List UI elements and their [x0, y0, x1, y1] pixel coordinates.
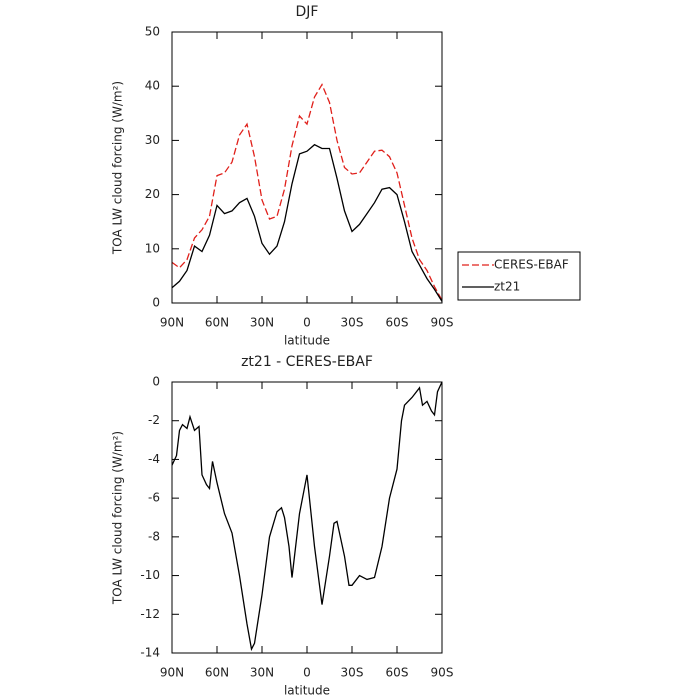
legend-label: zt21: [494, 280, 520, 294]
y-tick-label: -10: [140, 568, 160, 582]
x-tick-label: 30N: [250, 316, 274, 330]
y-axis-label: TOA LW cloud forcing (W/m²): [111, 81, 125, 255]
x-axis-label: latitude: [284, 684, 330, 698]
y-tick-label: 20: [145, 187, 160, 201]
y-tick-label: -8: [148, 529, 160, 543]
y-tick-label: -6: [148, 491, 160, 505]
x-tick-label: 90S: [431, 316, 454, 330]
plot-frame: [171, 381, 443, 654]
x-tick-label: 90N: [160, 666, 184, 680]
x-tick-label: 30S: [341, 666, 364, 680]
x-axis-label: latitude: [284, 334, 330, 348]
y-tick-label: -4: [148, 452, 160, 466]
chart-title: zt21 - CERES-EBAF: [241, 354, 373, 370]
y-tick-label: -12: [140, 607, 160, 621]
y-axis-label: TOA LW cloud forcing (W/m²): [111, 431, 125, 605]
x-tick-label: 30S: [341, 316, 364, 330]
y-tick-label: 10: [145, 241, 160, 255]
y-tick-label: 0: [152, 375, 160, 389]
legend-box: [457, 251, 581, 301]
x-tick-label: 60N: [205, 666, 229, 680]
chart-title: DJF: [296, 4, 319, 20]
x-tick-label: 60S: [386, 666, 409, 680]
x-tick-label: 60N: [205, 316, 229, 330]
x-tick-label: 90S: [431, 666, 454, 680]
data-line: [171, 143, 443, 302]
x-tick-label: 0: [303, 666, 311, 680]
y-tick-label: 30: [145, 133, 160, 147]
x-tick-label: 90N: [160, 316, 184, 330]
y-tick-label: -14: [140, 646, 160, 660]
y-tick-label: 50: [145, 25, 160, 39]
y-tick-label: 40: [145, 79, 160, 93]
x-tick-label: 60S: [386, 316, 409, 330]
data-line: [171, 381, 443, 652]
x-tick-label: 30N: [250, 666, 274, 680]
plot-frame: [171, 31, 443, 304]
y-tick-label: 0: [152, 296, 160, 310]
legend-label: CERES-EBAF: [494, 258, 569, 272]
y-tick-label: -2: [148, 413, 160, 427]
x-tick-label: 0: [303, 316, 311, 330]
data-line: [171, 83, 443, 301]
